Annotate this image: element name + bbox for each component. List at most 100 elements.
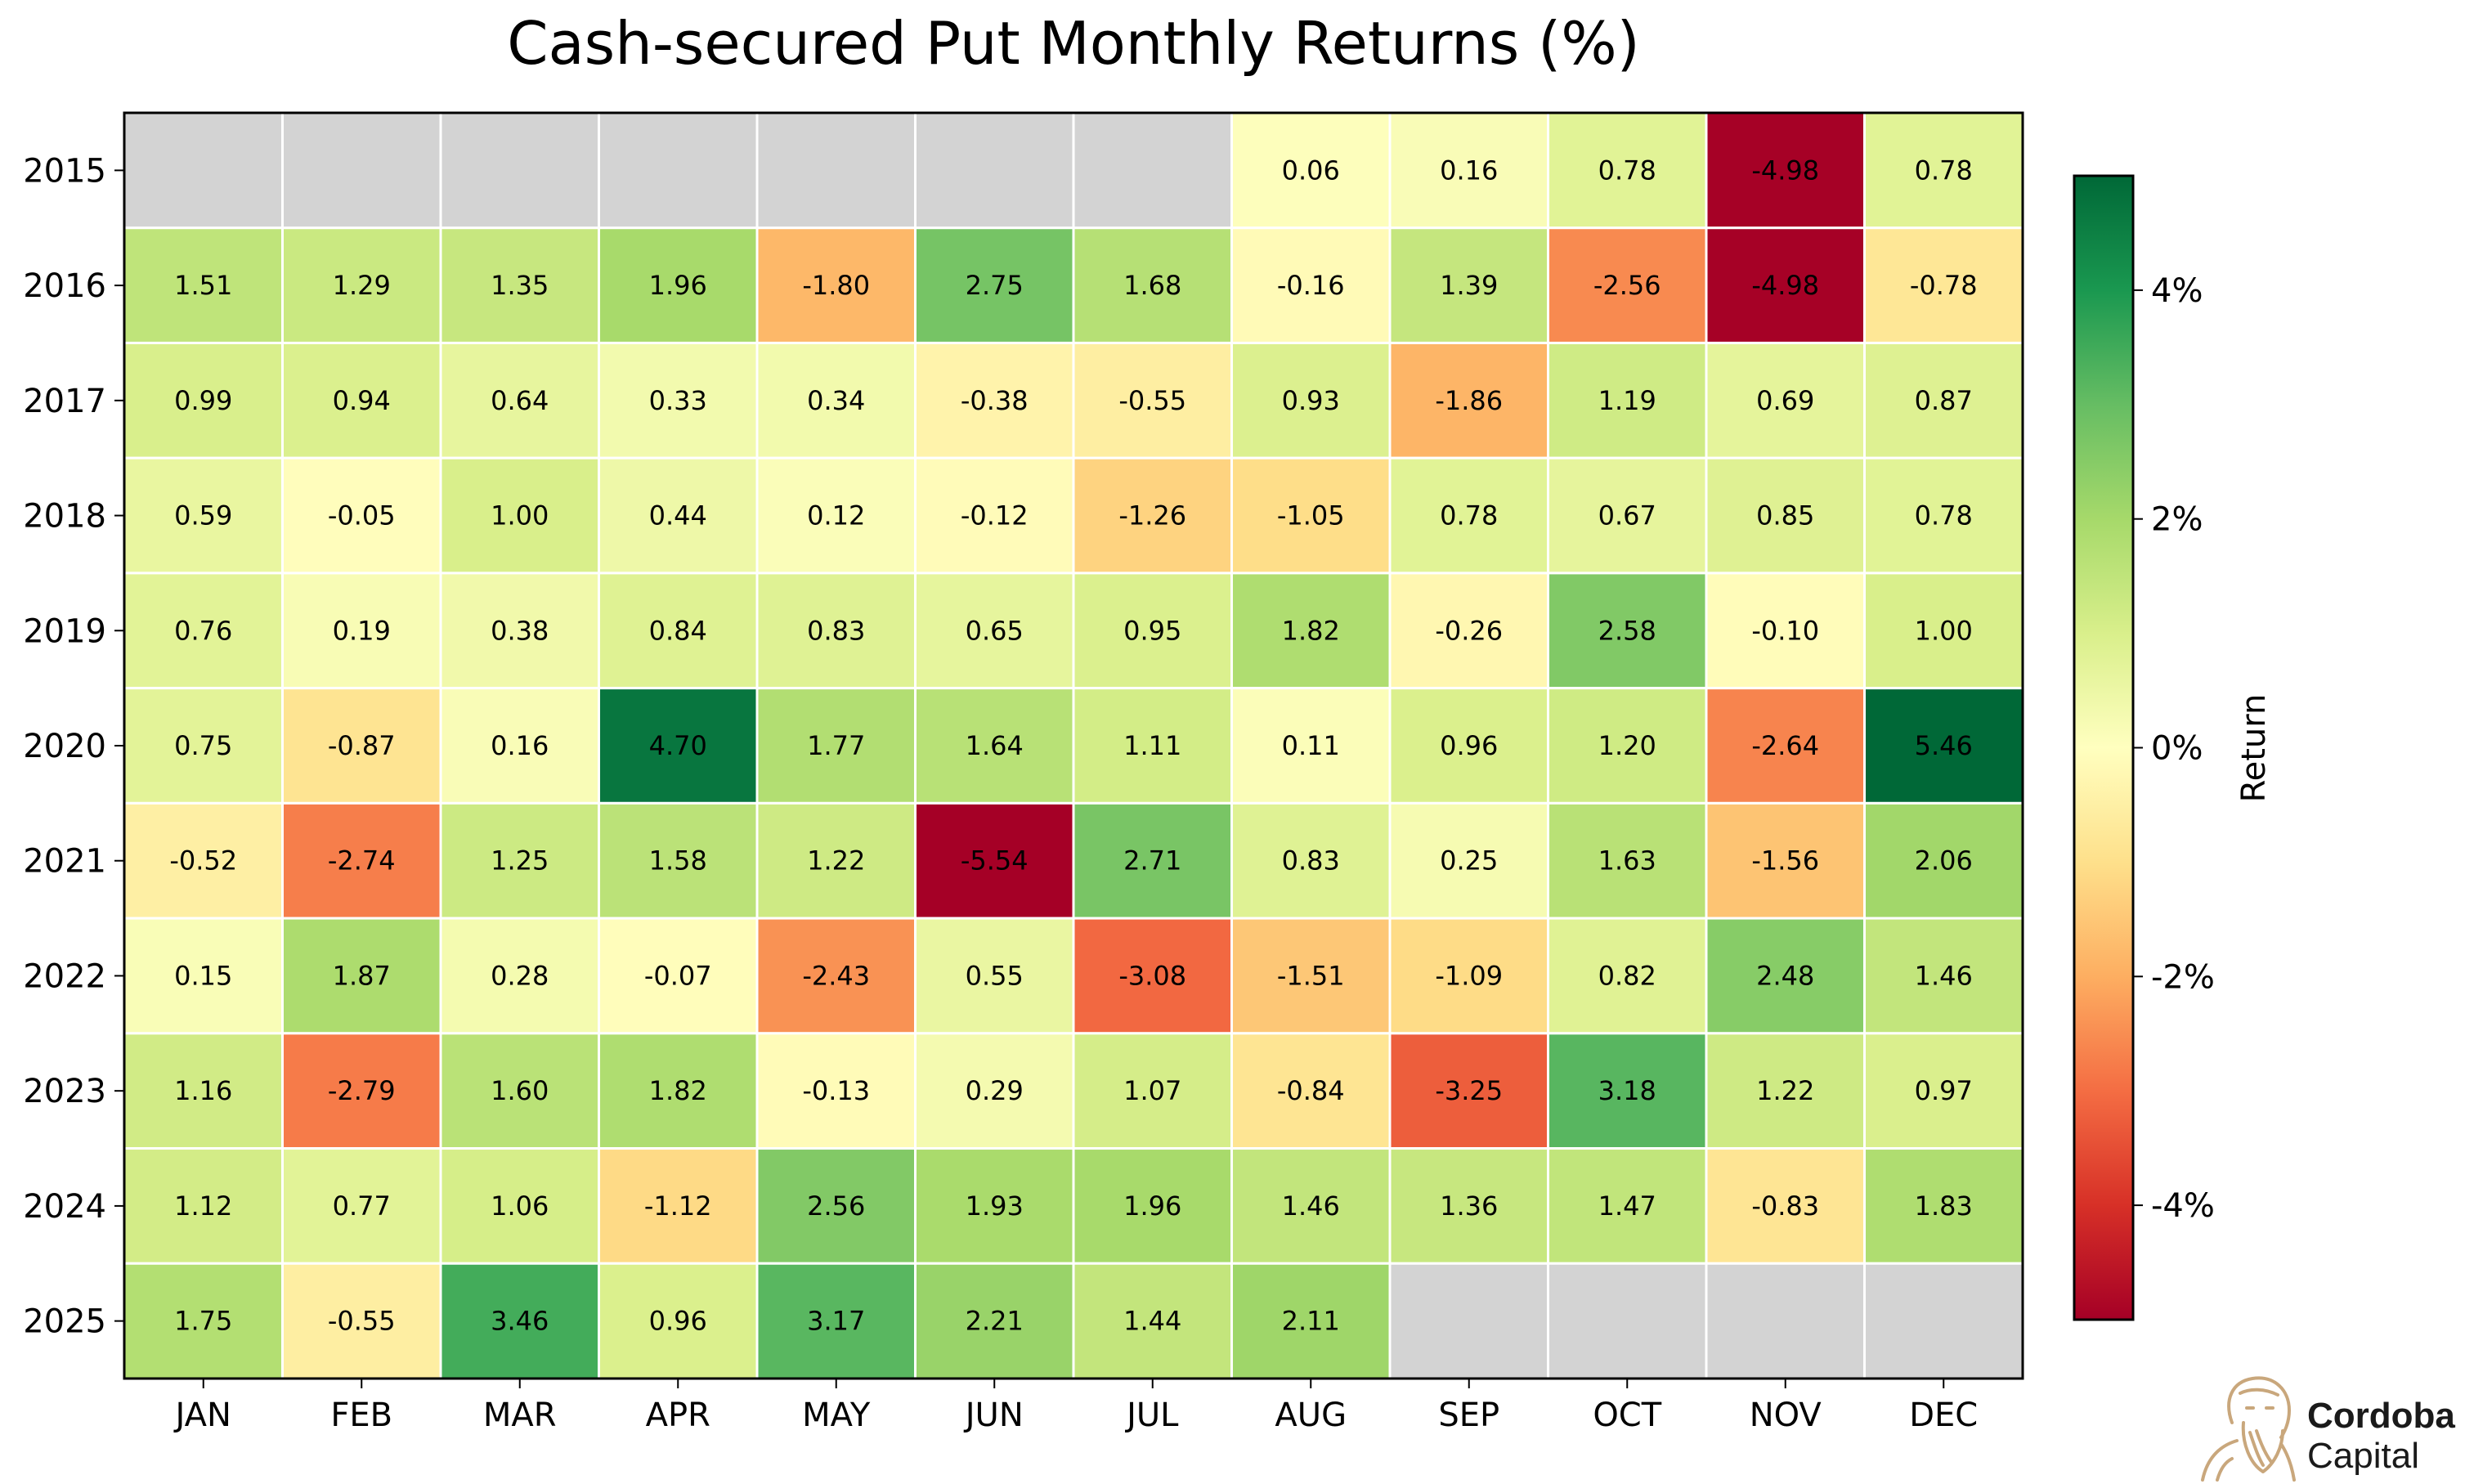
cell-value-label: -1.80 xyxy=(802,270,870,301)
heatmap-cell xyxy=(755,1262,917,1380)
cell-value-label: 0.84 xyxy=(649,615,707,646)
heatmap-cell xyxy=(439,226,600,344)
cell-value-label: 1.36 xyxy=(1440,1190,1498,1222)
cell-value-label: 0.99 xyxy=(174,385,232,416)
heatmap-cell xyxy=(281,1147,442,1265)
cell-value-label: -0.12 xyxy=(961,500,1029,531)
heatmap-cell xyxy=(1705,801,1866,920)
cell-value-label: -0.55 xyxy=(1118,385,1186,416)
cell-value-label: 0.78 xyxy=(1598,155,1656,186)
cell-value-label: 2.75 xyxy=(966,270,1024,301)
cell-value-label: 1.19 xyxy=(1598,385,1656,416)
x-tick-label: DEC xyxy=(1909,1397,1978,1434)
heatmap-cell xyxy=(755,341,917,460)
cell-value-label: 0.83 xyxy=(1282,845,1340,877)
cell-value-label: -1.51 xyxy=(1277,960,1345,991)
x-tick-label: JAN xyxy=(173,1397,231,1434)
cell-value-label: 2.58 xyxy=(1598,615,1656,646)
cell-value-label: -4.98 xyxy=(1751,270,1819,301)
heatmap-cell xyxy=(1705,226,1866,344)
y-tick-label: 2021 xyxy=(23,843,106,881)
heatmap-cell xyxy=(598,1147,759,1265)
cell-value-label: 1.29 xyxy=(333,270,391,301)
heatmap-cell xyxy=(755,917,917,1035)
cell-value-label: 0.38 xyxy=(491,615,549,646)
cell-value-label: -4.98 xyxy=(1751,155,1819,186)
heatmap-cell xyxy=(1547,456,1708,575)
brand-name-line2: Capital xyxy=(2307,1436,2419,1476)
colorbar: 4% 2% 0% -2% -4% Return xyxy=(2073,174,2273,1321)
cell-value-label: -0.83 xyxy=(1751,1190,1819,1222)
cell-value-label: 0.95 xyxy=(1123,615,1181,646)
heatmap-cell xyxy=(914,1147,1075,1265)
cell-value-label: 1.96 xyxy=(1123,1190,1181,1222)
x-tick-label: SEP xyxy=(1438,1397,1499,1434)
heatmap-cell xyxy=(914,341,1075,460)
heatmap-cell xyxy=(1547,341,1708,460)
heatmap-cell xyxy=(755,111,917,230)
heatmap-cell xyxy=(1072,226,1233,344)
heatmap-cell xyxy=(914,687,1075,805)
heatmap-cell xyxy=(1072,111,1233,230)
heatmap-cell xyxy=(281,801,442,920)
heatmap-cell xyxy=(1072,456,1233,575)
heatmap-cell xyxy=(1230,1262,1392,1380)
cell-value-label: 0.25 xyxy=(1440,845,1498,877)
x-tick-label: MAY xyxy=(802,1397,871,1434)
heatmap-cell xyxy=(281,111,442,230)
x-tick-label: OCT xyxy=(1593,1397,1661,1434)
heatmap-cell xyxy=(1547,801,1708,920)
heatmap-cell xyxy=(1230,572,1392,690)
y-tick-label: 2017 xyxy=(23,383,106,420)
cell-value-label: 0.19 xyxy=(333,615,391,646)
heatmap-cell xyxy=(1388,572,1549,690)
cell-value-label: 0.96 xyxy=(649,1306,707,1337)
heatmap-cell xyxy=(1230,111,1392,230)
heatmap-cell xyxy=(1388,1262,1549,1380)
heatmap-cell xyxy=(123,572,284,690)
cell-value-label: 1.35 xyxy=(491,270,549,301)
cell-value-label: 0.87 xyxy=(1915,385,1973,416)
brand-logo: Cordoba Capital xyxy=(2201,1376,2455,1482)
cell-value-label: -0.26 xyxy=(1435,615,1503,646)
y-tick-label: 2022 xyxy=(23,957,106,995)
cell-value-label: -0.84 xyxy=(1277,1075,1345,1106)
cell-value-label: 1.44 xyxy=(1123,1306,1181,1337)
cell-value-label: 0.78 xyxy=(1915,500,1973,531)
cell-value-label: -5.54 xyxy=(961,845,1029,877)
heatmap-cell xyxy=(755,226,917,344)
heatmap-cell xyxy=(1230,801,1392,920)
cell-value-label: 0.82 xyxy=(1598,960,1656,991)
cell-value-label: 1.82 xyxy=(1282,615,1340,646)
heatmap-cell xyxy=(1388,801,1549,920)
y-tick-label: 2023 xyxy=(23,1073,106,1110)
cell-value-label: 2.56 xyxy=(807,1190,865,1222)
heatmap-cell xyxy=(439,1262,600,1380)
cell-value-label: 0.44 xyxy=(649,500,707,531)
heatmap-cell xyxy=(1863,341,2024,460)
heatmap-cell xyxy=(1705,341,1866,460)
heatmap-cell xyxy=(439,111,600,230)
cell-value-label: 0.28 xyxy=(491,960,549,991)
heatmap-cell xyxy=(1388,1147,1549,1265)
cell-value-label: 1.60 xyxy=(491,1075,549,1106)
cell-value-label: -0.10 xyxy=(1751,615,1819,646)
cell-value-label: 1.51 xyxy=(174,270,232,301)
cell-value-label: 0.29 xyxy=(966,1075,1024,1106)
heatmap-cell xyxy=(1705,917,1866,1035)
heatmap-cell xyxy=(914,572,1075,690)
cell-value-label: 0.77 xyxy=(333,1190,391,1222)
y-tick-label: 2025 xyxy=(23,1303,106,1341)
heatmap-cell xyxy=(1072,801,1233,920)
cell-value-label: 0.69 xyxy=(1756,385,1814,416)
cell-value-label: 2.11 xyxy=(1282,1306,1340,1337)
heatmap-cell xyxy=(281,572,442,690)
colorbar-label: Return xyxy=(2235,694,2273,803)
heatmap-cell xyxy=(1547,572,1708,690)
chart-title: Cash-secured Put Monthly Returns (%) xyxy=(507,9,1639,78)
cell-value-label: 1.22 xyxy=(1756,1075,1814,1106)
cell-value-label: 1.46 xyxy=(1282,1190,1340,1222)
heatmap-cell xyxy=(1072,1147,1233,1265)
cell-value-label: 1.58 xyxy=(649,845,707,877)
